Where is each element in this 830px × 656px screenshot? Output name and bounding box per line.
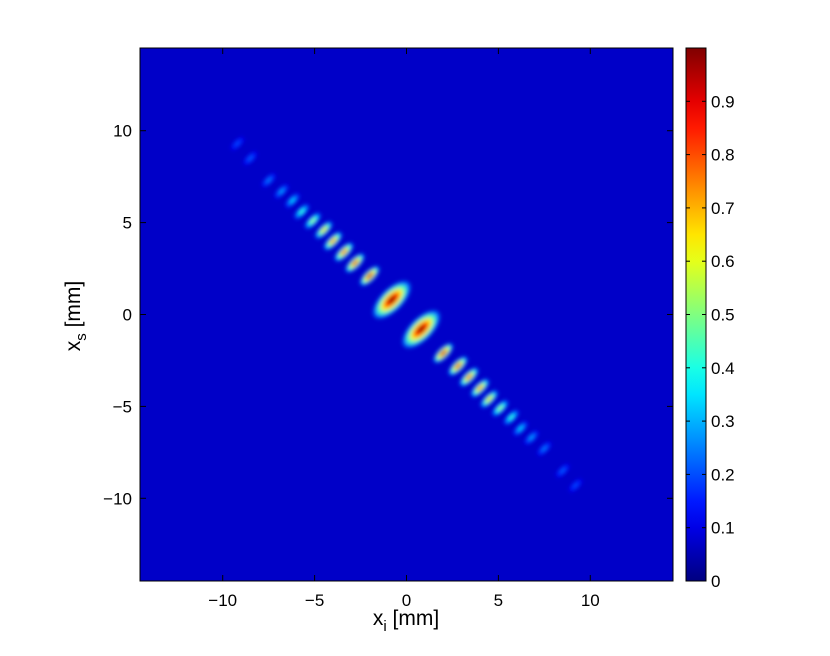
colorbar-tick-label: 0.8 — [711, 146, 735, 165]
heatmap-blob — [448, 356, 468, 376]
heatmap-blob — [345, 253, 365, 273]
colorbar-gradient — [686, 48, 706, 581]
heatmap-blob — [569, 478, 583, 492]
heatmap-blob — [513, 421, 528, 436]
y-tick-label: −10 — [103, 489, 132, 508]
heatmap-blob-layer — [574, 484, 577, 487]
heatmap-blob-layer — [322, 228, 326, 232]
colorbar-tick-label: 0.3 — [711, 412, 735, 431]
colorbar-ticks: 0 0.1 0.2 0.3 0.4 0.5 0.6 0.7 0.8 0.9 — [686, 92, 735, 591]
colorbar-tick-label: 0.1 — [711, 519, 735, 538]
heatmap-blob — [334, 242, 354, 262]
y-tick-label: 10 — [113, 122, 132, 141]
heatmap-blob-layer — [367, 273, 372, 278]
colorbar-tick-label: 0 — [711, 572, 720, 591]
heatmap-blob-layer — [280, 190, 283, 193]
colorbar-tick-label: 0.4 — [711, 359, 735, 378]
heatmap-blob — [243, 151, 257, 165]
heatmap-blob — [402, 310, 440, 348]
y-axis-label: xs [mm] — [62, 281, 90, 352]
colorbar-tick-label: 0.9 — [711, 92, 735, 111]
heatmap-blob — [556, 464, 570, 478]
heatmap-blob-layer — [509, 415, 513, 419]
heatmap-blob — [304, 212, 321, 229]
heatmap-blob-layer — [561, 469, 565, 473]
heatmap-blob — [360, 266, 380, 286]
x-axis: −10 −5 0 5 10 — [208, 48, 600, 610]
x-tick-label: 5 — [494, 591, 503, 610]
heatmap-blob-layer — [353, 261, 357, 265]
heatmap-blob-layer — [236, 142, 239, 145]
x-tick-label: −5 — [305, 591, 324, 610]
y-tick-label: −5 — [113, 397, 132, 416]
heatmap-blob-layer — [267, 178, 271, 182]
heatmap-blob-layer — [417, 325, 425, 333]
heatmap-blob-layer — [342, 250, 346, 254]
heatmap-blob-layer — [311, 219, 315, 223]
heatmap-blob — [480, 390, 498, 408]
heatmap-features — [230, 137, 583, 492]
heatmap-blob-layer — [542, 447, 546, 451]
colorbar: 0 0.1 0.2 0.3 0.4 0.5 0.6 0.7 0.8 0.9 — [685, 47, 735, 591]
heatmap-blob-layer — [331, 239, 335, 243]
heatmap-blob-layer — [456, 364, 460, 368]
heatmap-blob — [470, 378, 490, 398]
heatmap-blob — [537, 441, 552, 456]
colorbar-tick-label: 0.5 — [711, 306, 735, 325]
colorbar-tick-label: 0.6 — [711, 252, 735, 271]
heatmap-blob — [274, 184, 289, 199]
heatmap-blob — [459, 367, 479, 387]
heatmap-blob — [261, 173, 276, 188]
x-tick-label: 0 — [402, 591, 411, 610]
heatmap-blob-layer — [498, 406, 502, 410]
heatmap-blob — [315, 221, 333, 239]
y-tick-label: 5 — [123, 214, 132, 233]
heatmap-blob — [230, 137, 244, 151]
x-tick-label: 10 — [581, 591, 600, 610]
heatmap-blob-layer — [248, 156, 252, 160]
heatmap-blob-layer — [291, 199, 294, 202]
heatmap-blob-layer — [519, 427, 522, 430]
x-axis-label: xi [mm] — [373, 607, 439, 635]
heatmap-blob-layer — [487, 397, 491, 401]
heatmap-blob — [524, 430, 539, 445]
heatmap-blob — [433, 343, 453, 363]
plot-area: −10 −5 0 5 10 −10 −5 0 5 10 — [103, 47, 674, 610]
heatmap-blob-layer — [441, 351, 446, 356]
heatmap-blob — [503, 409, 519, 425]
heatmap-blob — [492, 400, 509, 417]
heatmap-blob-layer — [478, 386, 482, 390]
colorbar-tick-label: 0.7 — [711, 199, 735, 218]
heatmap-blob — [294, 204, 310, 220]
heatmap-blob — [323, 231, 343, 251]
heatmap-blob-layer — [300, 210, 304, 214]
colorbar-tick-label: 0.2 — [711, 465, 735, 484]
heatmap-background — [140, 48, 673, 581]
y-axis: −10 −5 0 5 10 — [103, 122, 673, 508]
heatmap-blob-layer — [530, 436, 533, 439]
y-tick-label: 0 — [123, 306, 132, 325]
x-tick-label: −10 — [208, 591, 237, 610]
heatmap-blob-layer — [467, 375, 471, 379]
heatmap-blob — [373, 281, 411, 319]
heatmap-blob — [285, 193, 300, 208]
heatmap-blob-layer — [388, 296, 396, 304]
